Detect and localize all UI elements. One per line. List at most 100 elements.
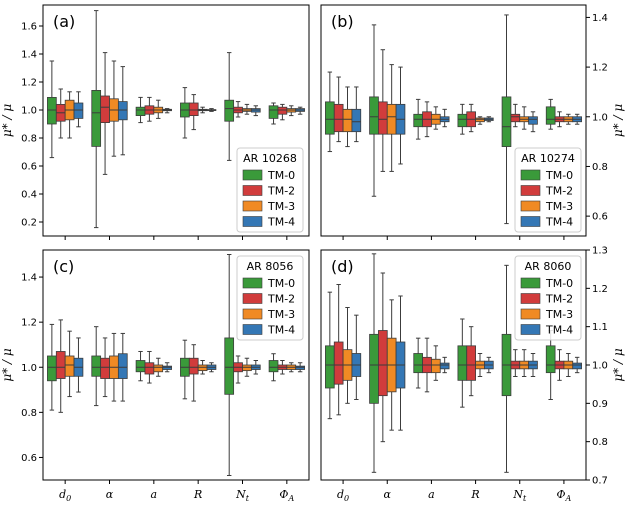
box-body: [572, 362, 582, 370]
box-body: [342, 108, 353, 133]
box-TM-2-1: [100, 337, 110, 398]
x-tick-label: d0: [59, 488, 71, 503]
box-body: [162, 365, 172, 370]
y-tick-label: 1.0: [21, 363, 37, 374]
box-TM-4-4: [250, 105, 261, 117]
y-tick-label: 0.9: [592, 399, 608, 410]
x-tick-label: a: [428, 488, 435, 501]
box-body: [117, 353, 128, 379]
box-TM-0-4: [501, 264, 512, 473]
legend-swatch: [520, 169, 541, 181]
box-TM-2-5: [277, 359, 288, 375]
x-tick-label: α: [106, 488, 114, 501]
panel-label: (c): [53, 257, 74, 276]
legend-swatch: [242, 277, 263, 289]
box-TM-4-0: [351, 86, 362, 143]
box-body: [268, 360, 279, 373]
panel-1: 0.6 0.8 1.0 1.2 1.4 μ* / μ (b) AR 10274 TM-0 TM-2…: [320, 4, 625, 240]
box-TM-2-1: [378, 49, 388, 172]
legend-label: TM-4: [545, 324, 573, 337]
box-body: [457, 345, 468, 381]
x-tick-label: ΦA: [557, 488, 572, 503]
x-tick-label: a: [151, 488, 158, 501]
y-axis-label: μ* / μ: [611, 348, 625, 381]
legend-swatch: [520, 277, 541, 289]
y-tick-label: 1.0: [592, 112, 608, 123]
axes-frame: [42, 4, 310, 237]
y-tick-label: 1.0: [21, 106, 37, 117]
box-TM-3-4: [519, 106, 529, 130]
legend-label: TM-0: [545, 169, 573, 182]
axes-frame: [42, 249, 310, 481]
y-tick-label: 0.7: [592, 476, 608, 487]
box-TM-0-2: [413, 337, 423, 389]
y-tick-label: 0.8: [592, 162, 608, 173]
box-TM-3-2: [431, 106, 441, 130]
box-TM-4-4: [250, 359, 261, 375]
legend-title: AR 10274: [521, 152, 575, 165]
box-TM-2-2: [144, 96, 155, 122]
box-TM-0-2: [135, 350, 146, 382]
box-TM-3-1: [109, 60, 119, 157]
box-TM-3-3: [197, 106, 208, 114]
box-TM-4-2: [439, 356, 450, 374]
x-tick-label: R: [470, 488, 479, 501]
box-body: [413, 113, 423, 128]
panel-3: 0.7 0.8 0.9 1.0 1.1 1.2 1.3 μ* / μ d0 α a R Nt ΦA (d) A…: [320, 246, 625, 503]
box-body: [47, 355, 57, 382]
box-body: [351, 108, 362, 133]
box-body: [501, 96, 512, 147]
legend-swatch: [242, 324, 263, 335]
box-TM-2-4: [233, 101, 243, 118]
y-tick-label: 1.4: [592, 13, 608, 24]
box-body: [325, 345, 335, 389]
legend-swatch: [242, 169, 263, 181]
box-body: [73, 102, 84, 119]
legend-swatch: [520, 324, 541, 335]
box-TM-3-4: [242, 357, 252, 377]
legend-swatch: [242, 308, 263, 320]
box-TM-0-5: [268, 353, 279, 382]
legend-swatch: [242, 293, 263, 304]
legend-swatch: [520, 200, 541, 212]
legend-label: TM-3: [545, 308, 573, 321]
box-TM-4-1: [117, 332, 128, 402]
y-tick-label: 1.6: [21, 22, 37, 33]
box-TM-0-0: [325, 71, 335, 153]
box-TM-0-3: [457, 103, 468, 135]
y-axis-label: μ* / μ: [0, 348, 14, 381]
panel-label: (d): [331, 257, 354, 276]
panel-2: 0.6 0.8 1.0 1.2 1.4 μ* / μ d0 α a R Nt ΦA (c) AR 8056…: [0, 249, 310, 503]
box-TM-0-5: [545, 98, 556, 130]
box-body: [325, 101, 335, 135]
box-TM-0-1: [91, 10, 102, 229]
box-TM-2-2: [422, 101, 432, 138]
legend-title: AR 8060: [525, 260, 572, 273]
box-body: [188, 357, 199, 375]
box-TM-3-2: [431, 345, 441, 381]
box-body: [333, 103, 344, 133]
box-TM-2-2: [422, 337, 432, 393]
box-TM-2-3: [466, 103, 476, 133]
legend-swatch: [242, 185, 263, 196]
box-TM-3-4: [242, 103, 252, 115]
legend-label: TM-3: [267, 200, 295, 213]
y-tick-label: 0.4: [21, 190, 37, 201]
y-tick-label: 0.6: [21, 453, 37, 464]
y-tick-label: 1.1: [592, 322, 608, 333]
box-TM-4-4: [528, 111, 538, 133]
box-body: [466, 345, 476, 381]
box-TM-2-0: [55, 88, 66, 139]
box-TM-2-0: [333, 284, 344, 416]
box-body: [153, 364, 164, 373]
box-TM-0-5: [545, 330, 556, 400]
box-TM-3-5: [286, 105, 297, 117]
box-body: [295, 365, 305, 370]
y-tick-label: 1.2: [592, 284, 608, 295]
box-TM-3-0: [64, 91, 75, 139]
legend-label: TM-2: [267, 185, 295, 198]
box-TM-3-1: [386, 299, 397, 431]
legend-swatch: [242, 200, 263, 212]
y-tick-label: 0.6: [21, 162, 37, 173]
